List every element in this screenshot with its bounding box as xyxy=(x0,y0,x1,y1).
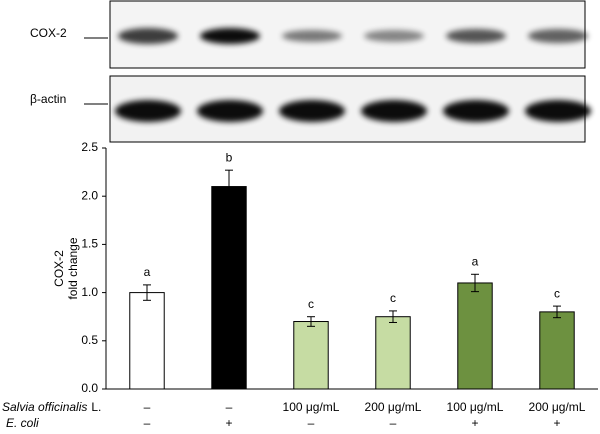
bar xyxy=(293,321,329,390)
blot-band xyxy=(115,100,181,122)
bar xyxy=(539,311,575,390)
y-axis-label: COX-2fold change xyxy=(52,237,80,299)
y-tick-label: 1.5 xyxy=(81,237,98,251)
blot-label: β-actin xyxy=(30,92,66,106)
y-axis-label-line: fold change xyxy=(66,237,80,299)
row-label-part: L. xyxy=(91,400,101,414)
significance-letter: a xyxy=(144,265,151,279)
y-tick-label: 2.0 xyxy=(81,188,98,202)
blot-band xyxy=(118,28,178,44)
row-label: Salvia officinalis L. xyxy=(2,400,101,414)
bar xyxy=(375,316,411,390)
blot-band xyxy=(200,28,260,44)
blot-band xyxy=(525,100,591,122)
blot-band xyxy=(282,30,342,42)
y-tick-label: 1.0 xyxy=(81,285,98,299)
blot-panel xyxy=(109,75,586,143)
blot-panel xyxy=(109,0,586,69)
treatment-cell: 100 μg/mL xyxy=(283,400,340,414)
y-tick-label: 0.5 xyxy=(81,333,98,347)
blot-band xyxy=(197,100,263,122)
treatment-cell: 200 μg/mL xyxy=(365,400,422,414)
blot-label: COX-2 xyxy=(30,26,67,40)
treatment-cell: – xyxy=(144,400,151,414)
significance-letter: c xyxy=(308,297,314,311)
bar xyxy=(457,282,493,390)
treatment-cell: + xyxy=(553,416,560,430)
row-label-part: Salvia officinalis xyxy=(2,400,87,414)
significance-letter: a xyxy=(472,254,479,268)
blot-band xyxy=(361,100,427,122)
blot-band xyxy=(443,100,509,122)
significance-letter: c xyxy=(390,291,396,305)
blot-band xyxy=(446,29,506,43)
treatment-cell: – xyxy=(226,400,233,414)
bar xyxy=(211,186,247,390)
treatment-cell: 200 μg/mL xyxy=(529,400,586,414)
y-axis-label-line: COX-2 xyxy=(52,250,66,287)
y-tick-label: 0.0 xyxy=(81,381,98,395)
treatment-cell: – xyxy=(308,416,315,430)
row-label: E. coli xyxy=(6,416,39,430)
blot-band xyxy=(528,29,588,43)
treatment-cell: 100 μg/mL xyxy=(447,400,504,414)
y-tick-label: 2.5 xyxy=(81,140,98,154)
significance-letter: c xyxy=(554,286,560,300)
row-label-part: E. coli xyxy=(6,416,39,430)
treatment-cell: – xyxy=(390,416,397,430)
treatment-cell: + xyxy=(225,416,232,430)
treatment-cell: – xyxy=(144,416,151,430)
blot-band xyxy=(279,100,345,122)
significance-letter: b xyxy=(226,150,233,164)
treatment-cell: + xyxy=(471,416,478,430)
blot-band xyxy=(364,30,424,42)
bar xyxy=(129,292,165,390)
